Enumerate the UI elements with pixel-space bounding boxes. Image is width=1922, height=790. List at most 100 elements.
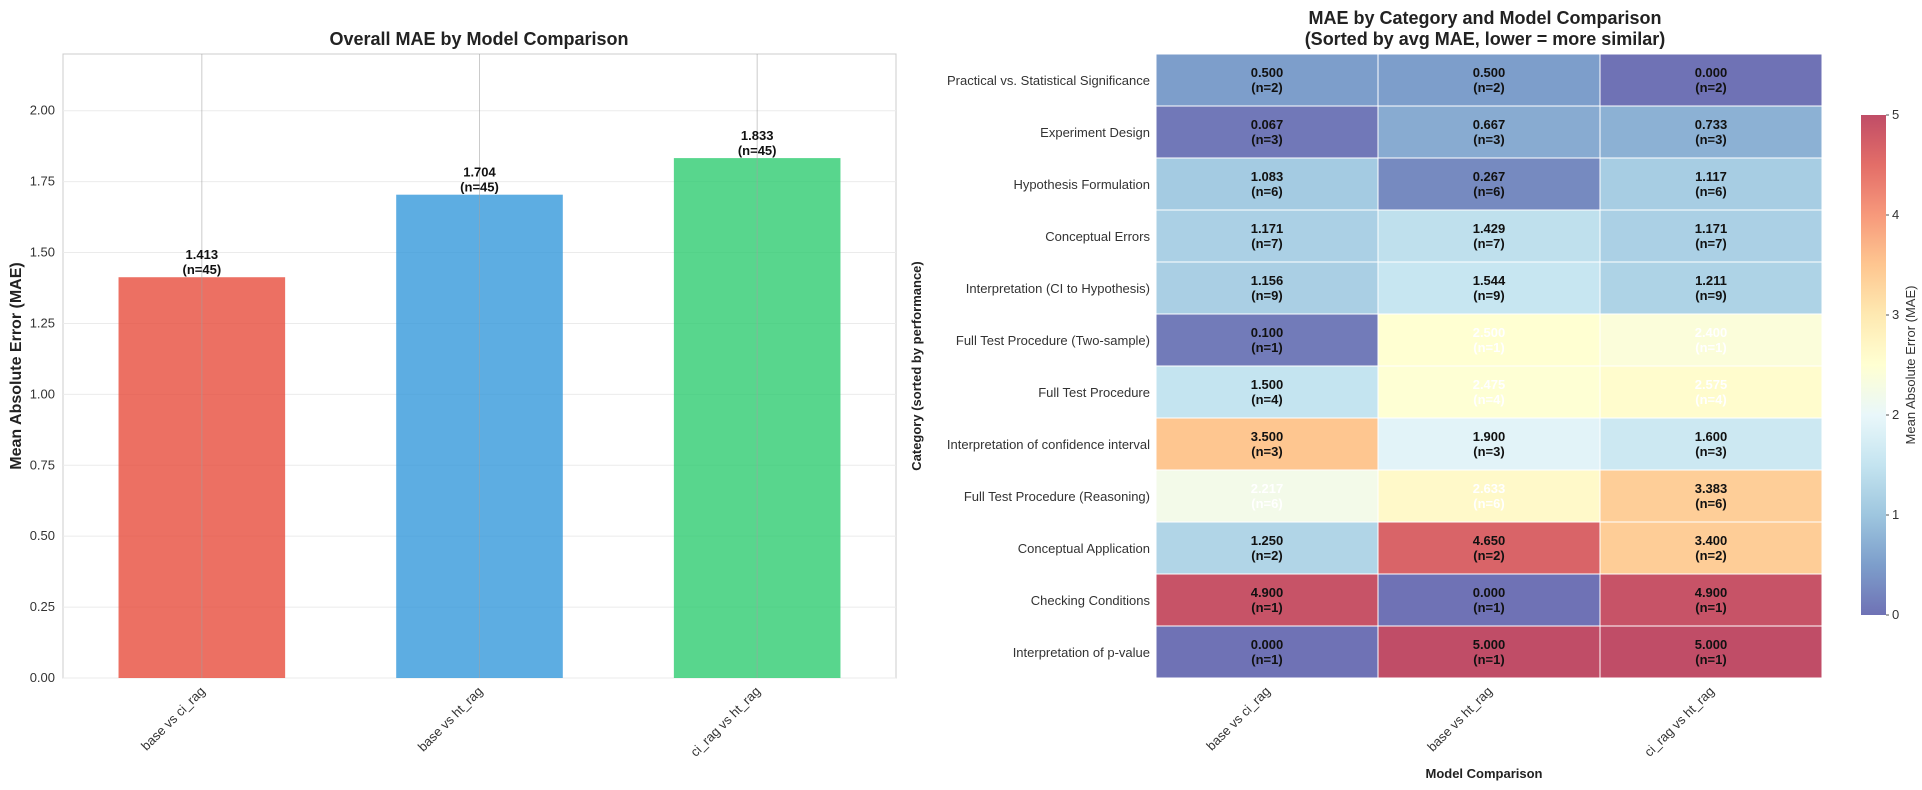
bar-y-tick-label: 0.50 [30,528,55,543]
bar-y-axis-label: Mean Absolute Error (MAE) [8,262,25,469]
bar-y-tick-label: 0.75 [30,457,55,472]
heatmap-cell [1599,625,1823,679]
heatmap-cell-label: 1.156 (n=9) [1251,273,1284,303]
heatmap-cell [1377,53,1601,107]
heatmap-cell-label: 0.267 (n=6) [1473,169,1506,199]
colorbar-ticks: 0 1 2 3 4 5 [1886,107,1899,622]
heatmap-row-label: Full Test Procedure (Reasoning) [964,489,1150,504]
heatmap-row-label: Interpretation (CI to Hypothesis) [966,281,1150,296]
heatmap-cell [1155,313,1379,367]
bar-vertical-gridlines [201,54,758,678]
heatmap-cell-label: 2.400 (n=1) [1695,325,1728,355]
heatmap-cell-label: 2.575 (n=4) [1695,377,1728,407]
heatmap-cell-label: 1.900 (n=3) [1473,429,1506,459]
heatmap-cell-label: 5.000 (n=1) [1473,637,1506,667]
bar-value-label: 1.413 (n=45) [183,247,222,277]
heatmap-cell-label: 1.083 (n=6) [1251,169,1284,199]
heatmap-cell [1155,105,1379,159]
bar-y-ticks: 0.00 0.25 0.50 0.75 1.00 1.25 1.50 1.75 2.00 [30,103,55,685]
colorbar-tick-label: 0 [1892,607,1899,622]
bar-value-label: 1.704 (n=45) [460,165,499,195]
heatmap-row-label: Practical vs. Statistical Significance [947,73,1150,88]
heatmap-cell-labels: 0.500 (n=2) 0.500 (n=2) 0.000 (n=2) 0.067 (n=3)… [1251,65,1728,667]
heatmap-cell-label: 3.383 (n=6) [1695,481,1728,511]
heatmap-cell [1377,209,1601,263]
heatmap-cell [1155,209,1379,263]
heatmap-cell-label: 1.544 (n=9) [1473,273,1506,303]
heatmap-cell-label: 0.000 (n=1) [1251,637,1284,667]
heatmap-cell-label: 2.475 (n=4) [1473,377,1506,407]
bar-y-tick-label: 1.00 [30,386,55,401]
heatmap-cell-label: 4.900 (n=1) [1251,585,1284,615]
heatmap-cell-label: 0.667 (n=3) [1473,117,1506,147]
heatmap-cell-label: 1.600 (n=3) [1695,429,1728,459]
heatmap-cell [1377,625,1601,679]
heatmap-cell-label: 5.000 (n=1) [1695,637,1728,667]
heatmap-cell [1155,625,1379,679]
heatmap-cell-label: 2.500 (n=1) [1473,325,1506,355]
heatmap-cell [1377,261,1601,315]
heatmap-subtitle: (Sorted by avg MAE, lower = more similar… [1305,29,1666,49]
bar-y-tick-label: 0.25 [30,599,55,614]
colorbar-tick-label: 3 [1892,307,1899,322]
heatmap-cell [1155,261,1379,315]
heatmap-cell [1155,573,1379,627]
heatmap-cell-label: 1.171 (n=7) [1251,221,1284,251]
heatmap-cell [1377,105,1601,159]
heatmap-cell-label: 2.217 (n=6) [1251,481,1284,511]
heatmap-cell-label: 0.067 (n=3) [1251,117,1284,147]
heatmap-cell [1599,209,1823,263]
bar-y-tick-label: 2.00 [30,103,55,118]
heatmap-cells [1155,53,1823,679]
heatmap-cell-label: 0.500 (n=2) [1473,65,1506,95]
heatmap-cell-label: 0.733 (n=3) [1695,117,1728,147]
colorbar [1861,115,1886,615]
bar-y-tick-label: 0.00 [30,670,55,685]
colorbar-tick-label: 5 [1892,107,1899,122]
heatmap-row-label: Interpretation of confidence interval [947,437,1150,452]
heatmap-cell-label: 1.500 (n=4) [1251,377,1284,407]
bar-value-label: 1.833 (n=45) [738,128,777,158]
heatmap-cell-label: 1.171 (n=7) [1695,221,1728,251]
heatmap-cell-label: 1.250 (n=2) [1251,533,1284,563]
bar-y-tick-label: 1.50 [30,245,55,260]
heatmap-cell-label: 0.000 (n=2) [1695,65,1728,95]
heatmap-x-axis-label: Model Comparison [1425,766,1542,781]
heatmap-cell-label: 0.500 (n=2) [1251,65,1284,95]
colorbar-tick-label: 1 [1892,507,1899,522]
heatmap-row-labels: Practical vs. Statistical Significance Ex… [947,73,1151,660]
heatmap-cell [1599,521,1823,575]
heatmap-cell-label: 4.650 (n=2) [1473,533,1506,563]
bar-y-tick-label: 1.25 [30,315,55,330]
heatmap-cell [1599,53,1823,107]
heatmap-row-label: Full Test Procedure [1038,385,1150,400]
heatmap-cell-label: 4.900 (n=1) [1695,585,1728,615]
colorbar-tick-label: 4 [1892,207,1899,222]
bar-chart-title: Overall MAE by Model Comparison [329,29,628,49]
heatmap-cell [1155,521,1379,575]
heatmap-cell [1155,157,1379,211]
heatmap-cell [1377,157,1601,211]
heatmap-cell-label: 1.429 (n=7) [1473,221,1506,251]
colorbar-label: Mean Absolute Error (MAE) [1903,286,1918,445]
heatmap-cell-label: 0.100 (n=1) [1251,325,1284,355]
heatmap-cell-label: 0.000 (n=1) [1473,585,1506,615]
heatmap-cell [1377,573,1601,627]
heatmap-row-label: Experiment Design [1040,125,1150,140]
heatmap-cell [1377,521,1601,575]
heatmap-cell [1377,365,1601,419]
heatmap-row-label: Interpretation of p-value [1013,645,1150,660]
heatmap-row-label: Checking Conditions [1031,593,1151,608]
heatmap-cell-label: 2.633 (n=6) [1473,481,1506,511]
heatmap-y-axis-label: Category (sorted by performance) [909,261,924,471]
heatmap-row-label: Conceptual Application [1018,541,1150,556]
heatmap-cell-label: 3.400 (n=2) [1695,533,1728,563]
heatmap-title: MAE by Category and Model Comparison [1308,8,1661,28]
bar-value-labels: 1.413 (n=45) 1.704 (n=45) 1.833 (n=45) [183,128,777,277]
heatmap-cell-label: 3.500 (n=3) [1251,429,1284,459]
heatmap-cell [1599,261,1823,315]
colorbar-tick-label: 2 [1892,407,1899,422]
heatmap: MAE by Category and Model Comparison (So… [909,8,1918,781]
heatmap-cell [1599,417,1823,471]
heatmap-cell-label: 1.211 (n=9) [1695,273,1727,303]
